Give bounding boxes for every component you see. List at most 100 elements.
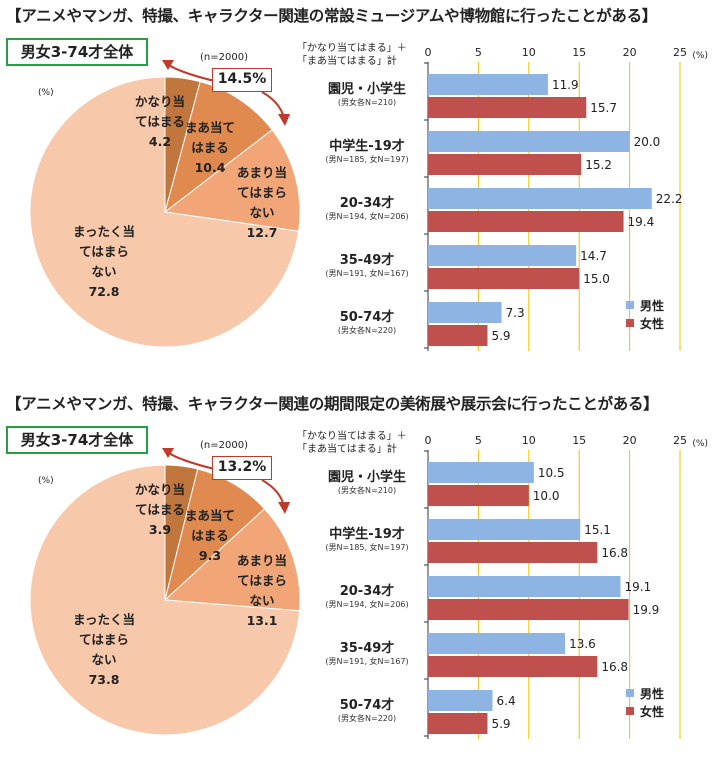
bar-value-label: 19.4	[628, 215, 655, 229]
x-tick-label: 20	[623, 46, 637, 59]
bar-category-sample-size: (男N=191, 女N=167)	[325, 269, 409, 278]
x-unit-label: (%)	[692, 439, 708, 449]
legend-female-swatch	[626, 707, 634, 715]
bar-category: 35-49才 (男N=191, 女N=167)	[312, 641, 422, 667]
pie-slice-label-line: まあ当て	[184, 508, 235, 523]
bar-chart: 0 5 10 15 20 25 (%) 11.9 20.0 22.2 14.7 7.3 15.7 15.2…	[424, 46, 708, 351]
bar-category: 中学生-19才 (男N=185, 女N=197)	[312, 527, 422, 553]
bar-male	[428, 188, 652, 209]
bar-value-label: 5.9	[491, 329, 510, 343]
pie-slice-label-line: てはまる	[135, 502, 185, 517]
bar-category-name: 中学生-19才	[329, 527, 405, 542]
pie-total-callout: 14.5%	[212, 68, 272, 92]
bar-category: 園児・小学生 (男女各N=210)	[312, 82, 422, 108]
bar-category-name: 園児・小学生	[327, 470, 406, 485]
bar-category-sample-size: (男女各N=220)	[337, 714, 397, 723]
bar-value-label: 22.2	[656, 192, 683, 206]
bar-chart: 0 5 10 15 20 25 (%) 10.5 15.1 19.1 13.6 6.4 10.0 16.8…	[424, 434, 708, 739]
bar-question-line-1: 「かなり当てはまる」＋	[297, 431, 407, 442]
legend-male: 男性	[626, 296, 664, 314]
pie-slice-label-line: てはまら	[237, 573, 287, 588]
bar-female	[428, 542, 598, 563]
pie-slice-label-line: てはまら	[237, 185, 287, 200]
bar-category-name: 35-49才	[339, 253, 395, 268]
x-tick-label: 0	[425, 46, 432, 59]
bar-question-line-1: 「かなり当てはまる」＋	[297, 43, 407, 54]
bar-value-label: 15.0	[583, 272, 610, 286]
pie-slice-label-line: かなり当	[134, 482, 185, 497]
legend-male-swatch	[626, 301, 634, 309]
bar-value-label: 13.6	[569, 637, 596, 651]
pie-slice-value: 73.8	[88, 672, 120, 687]
bar-category: 中学生-19才 (男N=185, 女N=197)	[312, 139, 422, 165]
bar-value-label: 7.3	[506, 306, 525, 320]
bar-category: 35-49才 (男N=191, 女N=167)	[312, 253, 422, 279]
bar-category: 50-74才 (男女各N=220)	[312, 310, 422, 336]
bar-value-label: 16.8	[601, 660, 628, 674]
pie-slice-label: まあ当て はまる 10.4	[170, 118, 250, 178]
pie-slice	[164, 468, 266, 602]
pie-slice-label-line: はまる	[191, 528, 229, 543]
bar-legend: 男性 女性	[626, 296, 664, 332]
bar-value-label: 6.4	[497, 694, 516, 708]
pie-slice-label-line: まったく当	[72, 612, 135, 627]
bar-category: 園児・小学生 (男女各N=210)	[312, 470, 422, 496]
legend-female: 女性	[626, 702, 664, 720]
bar-category-name: 50-74才	[339, 698, 395, 713]
pie-slice-label-line: てはまる	[135, 114, 185, 129]
bar-value-label: 10.5	[538, 466, 565, 480]
legend-male-label: 男性	[640, 298, 665, 313]
arrow-head-left	[162, 448, 174, 458]
bar-value-label: 11.9	[552, 78, 579, 92]
pie-slice-value: 72.8	[88, 284, 120, 299]
x-unit-label: (%)	[692, 51, 708, 61]
arrow-head-right	[278, 114, 290, 126]
legend-female: 女性	[626, 314, 664, 332]
legend-female-label: 女性	[640, 704, 665, 719]
bar-category-name: 中学生-19才	[329, 139, 405, 154]
x-tick-label: 20	[623, 434, 637, 447]
bar-male	[428, 245, 577, 266]
x-tick-label: 0	[425, 434, 432, 447]
bar-category-sample-size: (男N=185, 女N=197)	[325, 155, 409, 164]
bar-value-label: 20.0	[634, 135, 661, 149]
pie-chart	[29, 60, 301, 348]
pie-total-callout: 13.2%	[212, 456, 272, 480]
bar-category-sample-size: (男N=194, 女N=206)	[325, 212, 409, 221]
bar-question-line-2: 「まあ当てはまる」計	[297, 444, 397, 455]
bar-value-label: 15.1	[584, 523, 611, 537]
legend-female-swatch	[626, 319, 634, 327]
pie-slice-value: 3.9	[148, 522, 172, 537]
bar-category-sample-size: (男女各N=210)	[337, 98, 397, 107]
pie-slice-value: 13.1	[246, 613, 278, 628]
bar-value-label: 15.2	[585, 158, 612, 172]
bar-question-line-2: 「まあ当てはまる」計	[297, 56, 397, 67]
bar-category-name: 園児・小学生	[327, 82, 406, 97]
arrow-head-left	[162, 60, 174, 70]
pie-slice-label-line: まったく当	[72, 224, 135, 239]
bar-value-label: 15.7	[590, 101, 617, 115]
pie-slice-label-line: はまる	[191, 140, 229, 155]
bar-female	[428, 656, 598, 677]
chart-panel-2: 【アニメやマンガ、特撮、キャラクター関連の期間限定の美術展や展示会に行ったことが…	[0, 388, 720, 761]
bar-category: 20-34才 (男N=194, 女N=206)	[312, 584, 422, 610]
pie-unit-label: (%)	[38, 88, 54, 98]
pie-slice	[29, 464, 301, 736]
legend-male-swatch	[626, 689, 634, 697]
bar-female	[428, 325, 488, 346]
bar-male	[428, 74, 548, 95]
bar-question-label: 「かなり当てはまる」＋ 「まあ当てはまる」計	[297, 430, 407, 456]
bar-male	[428, 690, 493, 711]
bar-male	[428, 519, 581, 540]
chart-panel-1: 【アニメやマンガ、特撮、キャラクター関連の常設ミュージアムや博物館に行ったことが…	[0, 0, 720, 373]
pie-slice	[164, 81, 273, 214]
bar-value-label: 5.9	[491, 717, 510, 731]
bar-category-sample-size: (男女各N=220)	[337, 326, 397, 335]
pie-slice-label: あまり当 てはまら ない 12.7	[222, 163, 302, 243]
bar-male	[428, 462, 534, 483]
bar-male	[428, 633, 566, 654]
bar-category-name: 50-74才	[339, 310, 395, 325]
population-badge: 男女3-74才全体	[6, 38, 148, 66]
bar-value-label: 19.9	[633, 603, 660, 617]
bar-female	[428, 211, 624, 232]
